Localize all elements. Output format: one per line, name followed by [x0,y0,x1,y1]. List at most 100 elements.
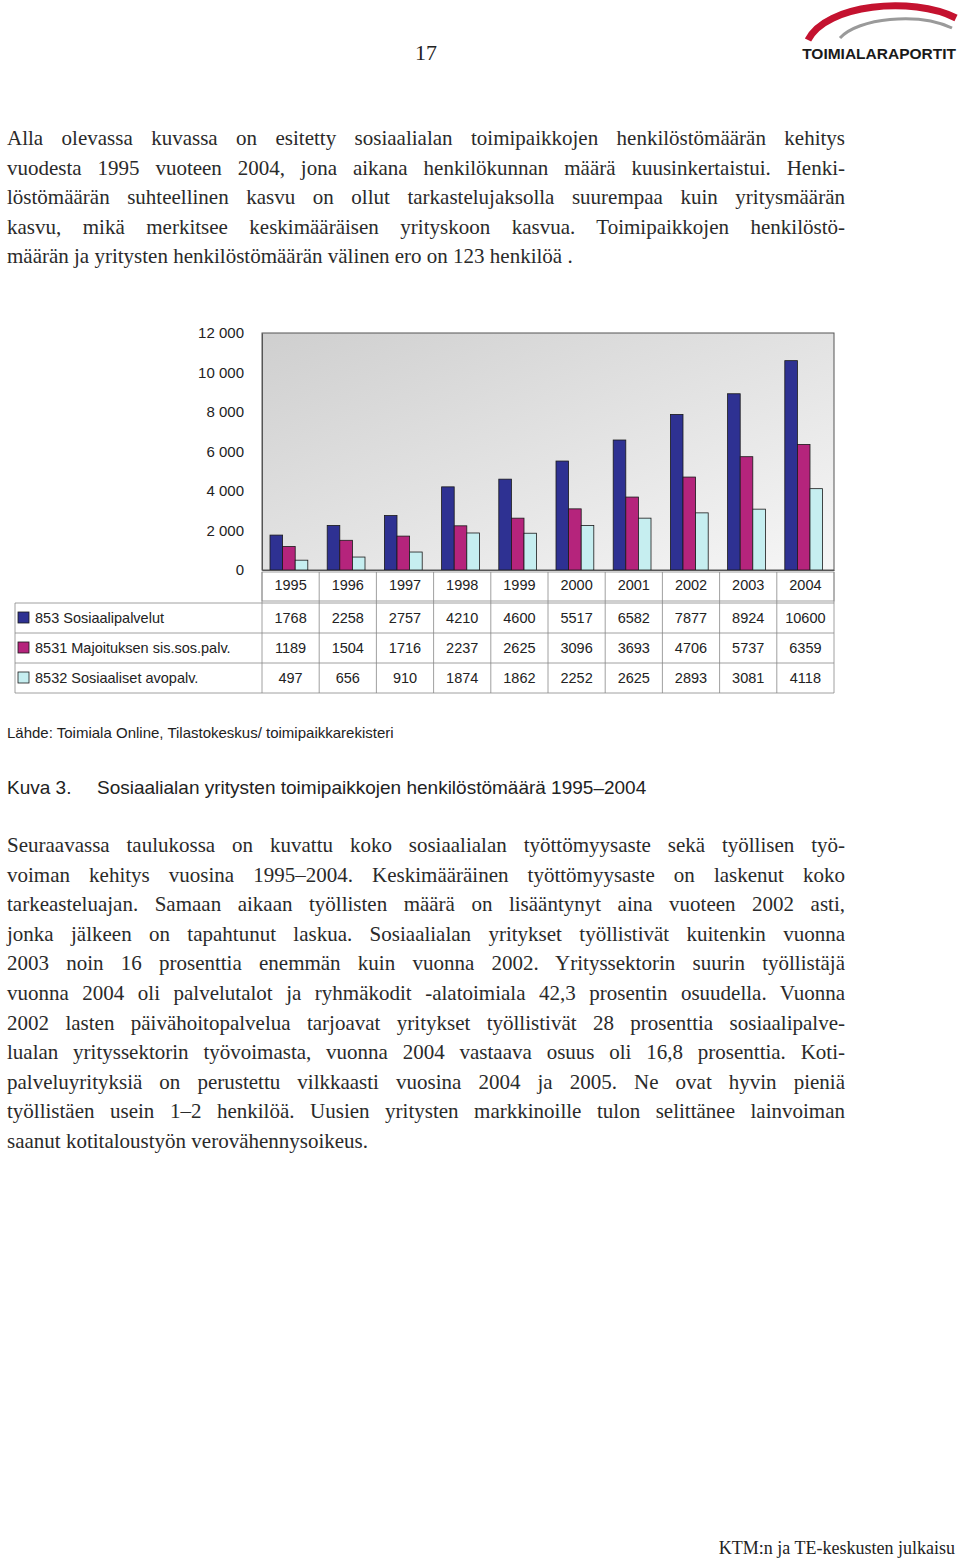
x-tick: 1998 [446,577,478,593]
chart: 02 0004 0006 0008 00010 00012 0001995199… [198,324,834,593]
tick-label: 1997 [389,577,421,593]
table-value: 8924 [732,610,764,626]
bar [270,535,283,570]
tick-label: 12 000 [198,324,244,341]
tick-label: 8 000 [206,403,244,420]
text-line: Seuraavassa taulukossa on kuvattu koko s… [7,830,845,860]
table-value: 2757 [389,610,421,626]
bars [270,361,823,570]
table-value: 2625 [618,670,650,686]
bar [753,509,766,570]
table-rule [719,572,720,693]
table-rule [776,572,777,693]
bar [283,547,296,570]
logo: TOIMIALARAPORTIT [802,6,956,62]
table-row: 853 Sosiaalipalvelut17682258275742104600… [18,610,826,626]
y-tick: 10 000 [198,364,262,381]
table-value: 3693 [618,640,650,656]
tick-label: 2003 [732,577,764,593]
table-value: 1862 [503,670,535,686]
table-rule [262,572,263,693]
x-tick: 2004 [789,577,821,593]
x-tick: 2000 [560,577,592,593]
text-line: voiman kehitys vuosina 1995–2004. Keskim… [7,860,845,890]
bar [327,525,340,570]
tick-label: 10 000 [198,364,244,381]
bar [352,557,365,570]
bar [670,414,683,570]
bar [728,394,741,570]
y-tick: 4 000 [206,482,262,499]
text-line: vuonna 2004 oli palvelutalot ja ryhmäkod… [7,978,845,1008]
table-rule [834,572,835,693]
table-value: 3081 [732,670,764,686]
bar [638,518,651,570]
text-line: tarkeasteluajan. Samaan aikaan työlliste… [7,889,845,919]
bar [785,361,798,570]
bar [467,533,480,570]
bar [683,477,696,570]
legend-swatch [18,672,29,683]
table-value: 2625 [503,640,535,656]
bar [499,479,512,570]
table-value: 4706 [675,640,707,656]
table-rule [433,572,434,693]
logo-swoosh [808,6,956,40]
bar [797,444,810,570]
bar [340,540,353,570]
legend-swatch [18,612,29,623]
bar-series [270,361,797,570]
table-rule [662,572,663,693]
table-rule [15,603,834,604]
tick-label: 2002 [675,577,707,593]
figure-label: Kuva 3. [7,777,71,798]
x-tick: 1996 [332,577,364,593]
table-value: 1189 [275,640,306,656]
text-line: saanut kotitaloustyön verovähennysoikeus… [7,1126,845,1156]
text-line: löstömäärän suhteellinen kasvu on ollut … [7,182,845,212]
x-tick: 1995 [274,577,306,593]
tick-label: 6 000 [206,443,244,460]
y-axis: 02 0004 0006 0008 00010 00012 000 [198,324,262,578]
tick-label: 2000 [560,577,592,593]
text-line: määrän ja yritysten henkilöstömäärän väl… [7,241,845,271]
text-line: 2003 noin 16 prosenttia enemmän kuin vuo… [7,948,845,978]
table-rule [15,633,834,634]
x-tick: 2001 [618,577,650,593]
table-rule [319,572,320,693]
tick-label: 1995 [274,577,306,593]
tick-label: 2 000 [206,522,244,539]
page: 17TOIMIALARAPORTIT02 0004 0006 0008 0001… [0,0,960,1564]
legend-label: 853 Sosiaalipalvelut [35,610,164,626]
table-row: 8531 Majoituksen sis.sos.palv.1189150417… [18,640,822,656]
x-tick: 2003 [732,577,764,593]
bar-series [283,444,810,570]
table-rule [490,572,491,693]
text-line: 2002 lasten päivähoitopalvelua tarjoavat… [7,1008,845,1038]
tick-label: 4 000 [206,482,244,499]
bar [410,552,423,570]
table-value: 1768 [274,610,306,626]
table-value: 5737 [732,640,764,656]
page-number: 17 [415,40,437,65]
tick-label: 2001 [618,577,650,593]
y-tick: 6 000 [206,443,262,460]
table-value: 3096 [560,640,592,656]
table-value: 910 [393,670,417,686]
bar [696,513,709,570]
table-value: 6582 [618,610,650,626]
bar-series [295,489,822,570]
axis-line [262,334,263,571]
table-rule [15,663,834,664]
table-value: 4600 [503,610,535,626]
table-value: 2893 [675,670,707,686]
text-line: Alla olevassa kuvassa on esitetty sosiaa… [7,123,845,153]
bar [511,518,524,570]
axis-line [263,570,835,571]
text-line: palveluyrityksiä on perustettu vilkkaast… [7,1067,845,1097]
legend-swatch [18,642,29,653]
bar [626,497,639,570]
bar [810,489,823,570]
text-line: työllistäen usein 1–2 henkilöä. Uusien y… [7,1096,845,1126]
text-line: vuodesta 1995 vuoteen 2004, jona aikana … [7,153,845,183]
